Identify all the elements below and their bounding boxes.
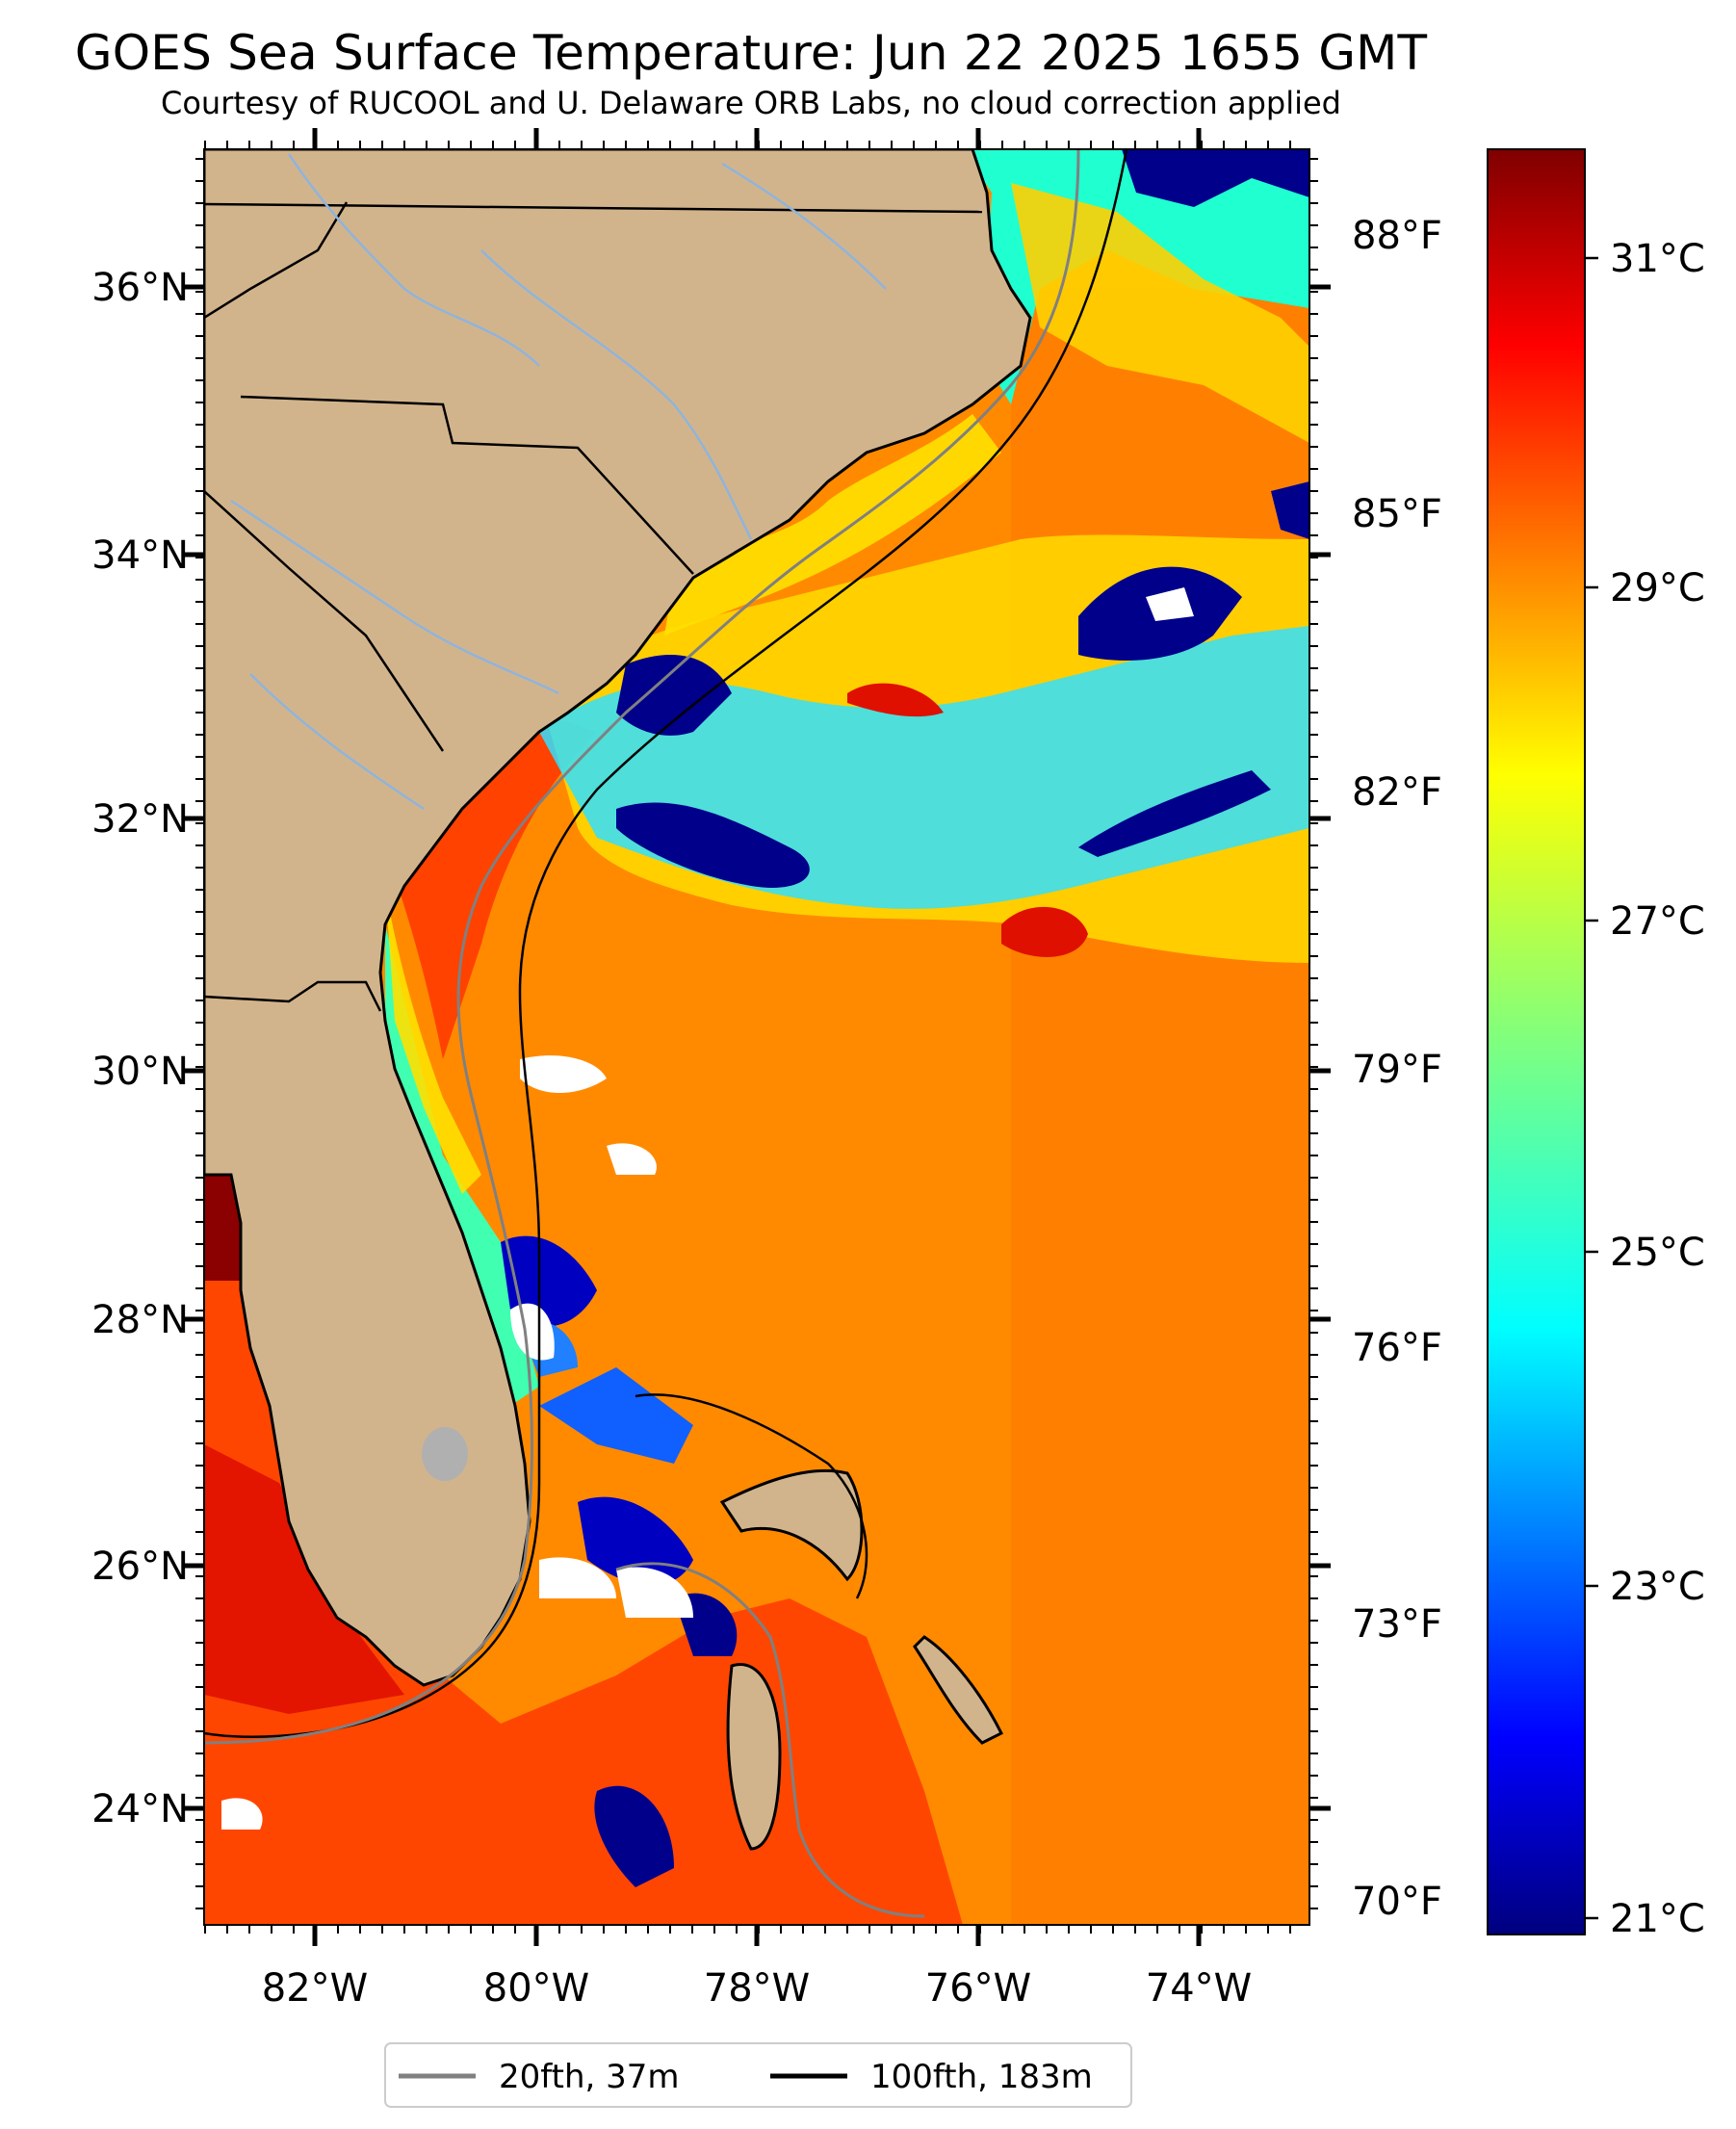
river-2	[480, 249, 753, 540]
cloud-patch-4	[616, 1567, 693, 1618]
gulf-hot-2	[204, 1444, 404, 1714]
warm-streak	[847, 683, 944, 717]
state-border-sc-ga	[204, 490, 445, 752]
f-label-88: 88°F	[1352, 214, 1442, 258]
lon-label-76: 76°W	[925, 1966, 1031, 2011]
map-subtitle: Courtesy of RUCOOL and U. Delaware ORB L…	[161, 85, 1341, 121]
colorbar	[1487, 148, 1586, 1935]
cbar-label-27: 27°C	[1610, 899, 1705, 944]
river-3	[230, 499, 559, 695]
lat-label-34: 34°N	[91, 533, 189, 578]
lat-label-24: 24°N	[91, 1787, 189, 1831]
cbar-label-21: 21°C	[1610, 1897, 1705, 1941]
north-cold-water	[1122, 149, 1309, 207]
lon-label-74: 74°W	[1146, 1966, 1252, 2011]
bahamas-bank-20fth	[615, 1562, 925, 1918]
isobath-20fth	[204, 149, 1080, 1745]
isobath-100fth	[204, 149, 1128, 1738]
map-ticks	[183, 128, 1331, 1946]
sst-map	[204, 149, 1309, 1925]
fl-coast-cool	[385, 924, 539, 1406]
state-border-nc-tn	[204, 201, 349, 320]
f-label-76: 76°F	[1352, 1326, 1442, 1370]
f-label-70: 70°F	[1352, 1880, 1442, 1924]
cbar-label-29: 29°C	[1610, 566, 1705, 610]
cold-band-central	[616, 802, 810, 888]
lat-label-36: 36°N	[91, 266, 189, 310]
fl-coast-yellow	[385, 886, 481, 1194]
cool-strip-bahamas	[539, 1367, 693, 1464]
f-label-85: 85°F	[1352, 492, 1442, 536]
lat-label-30: 30°N	[91, 1050, 189, 1094]
state-border-va-nc	[204, 202, 983, 214]
warm-eddy	[1001, 906, 1088, 957]
legend-label-20fth: 20fth, 37m	[499, 2058, 680, 2096]
f-label-82: 82°F	[1352, 770, 1442, 815]
river-1	[287, 153, 540, 367]
river-4	[249, 673, 425, 811]
bahamas-eleuthera	[913, 1635, 1004, 1745]
cbar-label-23: 23°C	[1610, 1565, 1705, 1609]
cbar-label-25: 25°C	[1610, 1231, 1705, 1275]
fahrenheit-labels: 88°F 85°F 82°F 79°F 76°F 73°F 70°F	[1352, 214, 1442, 1924]
cloud-patch-6	[607, 1143, 657, 1175]
ocean-east-band	[1011, 289, 1309, 1925]
cold-streak-east	[1078, 770, 1271, 857]
cold-blob-3	[594, 1785, 674, 1887]
legend: 20fth, 37m 100fth, 183m	[384, 2042, 1132, 2108]
bahamas-andros	[726, 1663, 782, 1851]
lat-label-32: 32°N	[91, 797, 189, 842]
north-yellow	[1011, 183, 1309, 443]
cloud-patch-7	[1146, 587, 1194, 621]
us-land	[204, 149, 1032, 1687]
lake-okeechobee	[422, 1427, 468, 1481]
cold-patch-ga	[616, 655, 732, 736]
lat-label-26: 26°N	[91, 1545, 189, 1589]
colorbar-labels: 31°C 29°C 27°C 25°C 23°C 21°C	[1610, 237, 1705, 1941]
lon-tick-labels: 82°W 80°W 78°W 76°W 74°W	[262, 1966, 1252, 2011]
legend-label-100fth: 100fth, 183m	[870, 2058, 1093, 2096]
cloud-patch-5	[221, 1798, 263, 1830]
rivers	[230, 153, 887, 811]
legend-box	[384, 2042, 1132, 2108]
river-5	[721, 162, 887, 290]
lon-label-78: 78°W	[704, 1966, 810, 2011]
state-border-nc-sc	[240, 395, 694, 575]
cloud-patch-1	[520, 1055, 607, 1093]
cloud-patch-3	[539, 1557, 616, 1598]
lat-label-28: 28°N	[91, 1298, 189, 1342]
cbar-label-31: 31°C	[1610, 237, 1705, 281]
lat-tick-labels: 36°N 34°N 32°N 30°N 28°N 26°N 24°N	[91, 266, 189, 1831]
f-label-79: 79°F	[1352, 1048, 1442, 1092]
map-title: GOES Sea Surface Temperature: Jun 22 202…	[74, 25, 1428, 81]
coastal-yellow-band	[664, 414, 1001, 636]
bahamas-bank-100fth	[635, 1393, 868, 1599]
cold-patch-ne	[1271, 481, 1309, 539]
f-label-73: 73°F	[1352, 1602, 1442, 1647]
state-border-ga-fl	[204, 980, 382, 1012]
colorbar-ticks	[1585, 256, 1598, 1920]
lon-label-82: 82°W	[262, 1966, 368, 2011]
bahamas-great-abaco	[719, 1468, 864, 1582]
lon-label-80: 80°W	[483, 1966, 589, 2011]
